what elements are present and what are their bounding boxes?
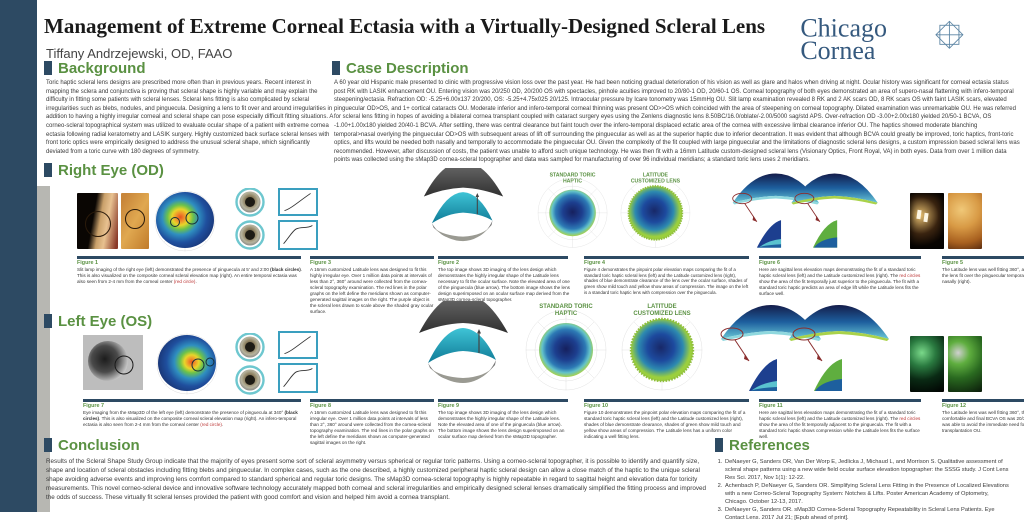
svg-text:CUSTOMIZED LENS: CUSTOMIZED LENS [631,179,681,185]
svg-text:Cornea: Cornea [800,36,876,65]
svg-text:HAPTIC: HAPTIC [555,311,578,317]
svg-text:LATITUDE: LATITUDE [647,304,676,310]
svg-text:LATITUDE: LATITUDE [643,173,669,179]
svg-text:STANDARD TORIC: STANDARD TORIC [550,173,596,179]
svg-text:HAPTIC: HAPTIC [563,179,582,185]
svg-text:STANDARD TORIC: STANDARD TORIC [539,304,593,310]
